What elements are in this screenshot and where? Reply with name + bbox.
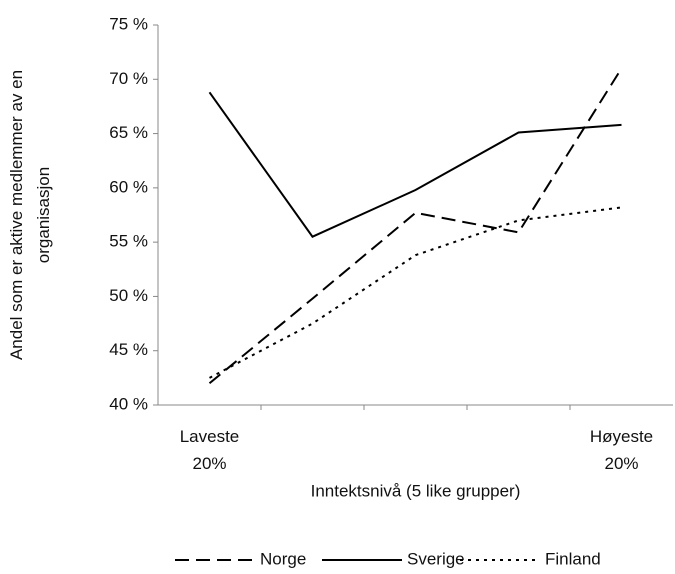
y-tick-label: 50 %	[109, 286, 148, 305]
y-tick-label: 40 %	[109, 394, 148, 413]
y-tick-label: 70 %	[109, 69, 148, 88]
y-tick-label: 45 %	[109, 340, 148, 359]
y-tick-label: 55 %	[109, 232, 148, 251]
y-axis-label: Andel som er aktive medlemmer av en organ…	[7, 70, 53, 360]
legend-label: Sverige	[407, 549, 465, 568]
y-tick-label: 75 %	[109, 14, 148, 33]
x-tick-label: Høyeste 20%	[590, 427, 653, 473]
y-tick-label: 60 %	[109, 177, 148, 196]
y-tick-label: 65 %	[109, 123, 148, 142]
series-line	[208, 91, 622, 238]
x-axis-label: Inntektsnivå (5 like grupper)	[311, 481, 521, 500]
legend-label: Norge	[260, 549, 306, 568]
series-line	[208, 67, 623, 385]
legend-label: Finland	[545, 549, 601, 568]
x-tick-label: Laveste 20%	[180, 427, 240, 473]
series-line	[209, 206, 622, 379]
